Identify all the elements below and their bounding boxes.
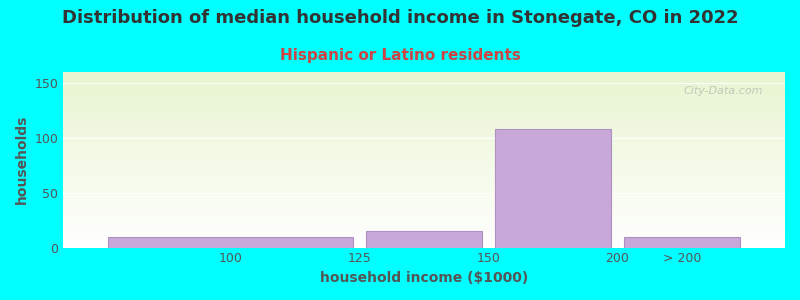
Y-axis label: households: households xyxy=(15,115,29,205)
Bar xyxy=(108,237,354,248)
X-axis label: household income ($1000): household income ($1000) xyxy=(320,271,528,285)
Bar xyxy=(366,231,482,247)
Text: Hispanic or Latino residents: Hispanic or Latino residents xyxy=(279,48,521,63)
Text: Distribution of median household income in Stonegate, CO in 2022: Distribution of median household income … xyxy=(62,9,738,27)
Bar xyxy=(624,237,740,248)
Bar xyxy=(495,129,611,248)
Text: City-Data.com: City-Data.com xyxy=(684,86,763,96)
